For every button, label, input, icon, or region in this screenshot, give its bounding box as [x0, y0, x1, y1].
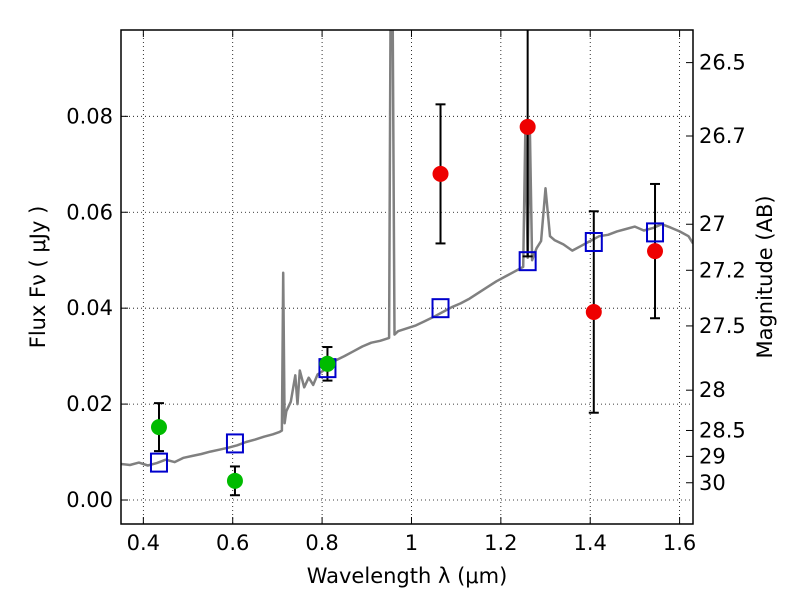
spectrum-line [121, 30, 693, 467]
green-data-point [226, 472, 243, 489]
x-axis-label: Wavelength λ (μm) [307, 564, 508, 588]
x-tick-label: 1.6 [663, 531, 696, 555]
y-tick-label: 0.02 [66, 392, 113, 416]
y2-tick-label: 26.5 [699, 51, 746, 75]
model-square-marker [646, 222, 665, 243]
axis-ticks: 0.4 0.6 0.8 1 1.2 1.4 1.6 0.00 0.02 0.04 0.06 0.08 2… [66, 30, 746, 555]
green-data-point [319, 355, 336, 372]
red-data-point [585, 304, 602, 321]
y2-tick-label: 28.5 [699, 418, 746, 442]
model-square-marker [149, 452, 168, 473]
y-tick-label: 0.08 [66, 104, 113, 128]
model-square-marker [584, 231, 603, 252]
y-axis-label: Flux Fν ( μJy ) [26, 206, 50, 349]
y2-tick-label: 26.7 [699, 124, 746, 148]
x-tick-label: 1.2 [484, 531, 517, 555]
red-data-point [647, 243, 664, 260]
y-tick-label: 0.00 [66, 488, 113, 512]
red-data-point [432, 165, 449, 182]
plot-frame [120, 29, 694, 525]
green-data-point [150, 419, 167, 436]
x-tick-label: 1.4 [574, 531, 607, 555]
model-square-marker [225, 433, 244, 454]
x-tick-label: 0.8 [305, 531, 338, 555]
y2-tick-label: 28 [699, 378, 726, 402]
y2-tick-label: 29 [699, 444, 726, 468]
x-tick-label: 1 [405, 531, 418, 555]
y2-tick-label: 27 [699, 212, 726, 236]
y-tick-label: 0.04 [66, 296, 113, 320]
x-tick-label: 0.4 [127, 531, 160, 555]
y-tick-label: 0.06 [66, 200, 113, 224]
red-data-point [519, 118, 536, 135]
y2-tick-label: 27.2 [699, 258, 746, 282]
plot-area [121, 30, 693, 497]
model-square-marker [431, 298, 450, 319]
y2-tick-label: 27.5 [699, 314, 746, 338]
y2-tick-label: 30 [699, 471, 726, 495]
x-tick-label: 0.6 [216, 531, 249, 555]
y2-axis-label: Magnitude (AB) [753, 195, 777, 358]
model-square-marker [518, 251, 537, 272]
